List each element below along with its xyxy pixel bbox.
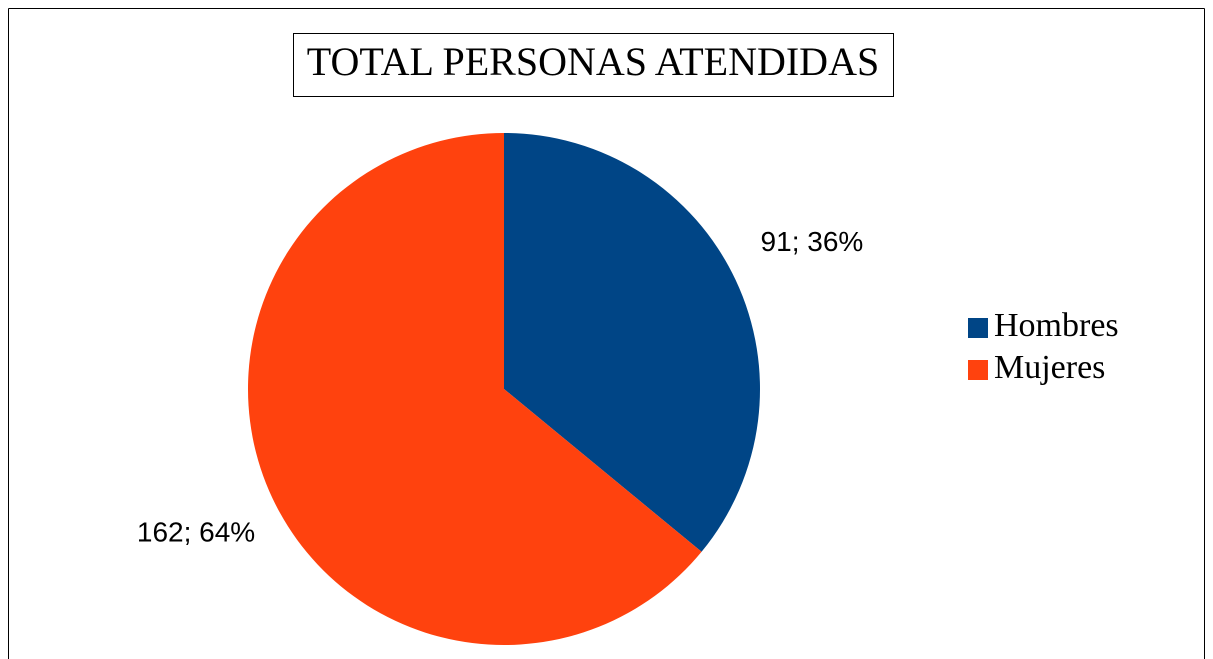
legend-swatch [968, 318, 988, 338]
data-label: 162; 64% [137, 517, 255, 548]
data-label: 91; 36% [761, 226, 864, 257]
pie-slice [504, 133, 761, 552]
legend-label: Mujeres [994, 349, 1105, 386]
pie-slice [248, 133, 702, 645]
chart-title: TOTAL PERSONAS ATENDIDAS [307, 39, 879, 84]
legend-swatch [968, 360, 988, 380]
legend-label: Hombres [994, 307, 1119, 344]
title-box [293, 33, 894, 97]
